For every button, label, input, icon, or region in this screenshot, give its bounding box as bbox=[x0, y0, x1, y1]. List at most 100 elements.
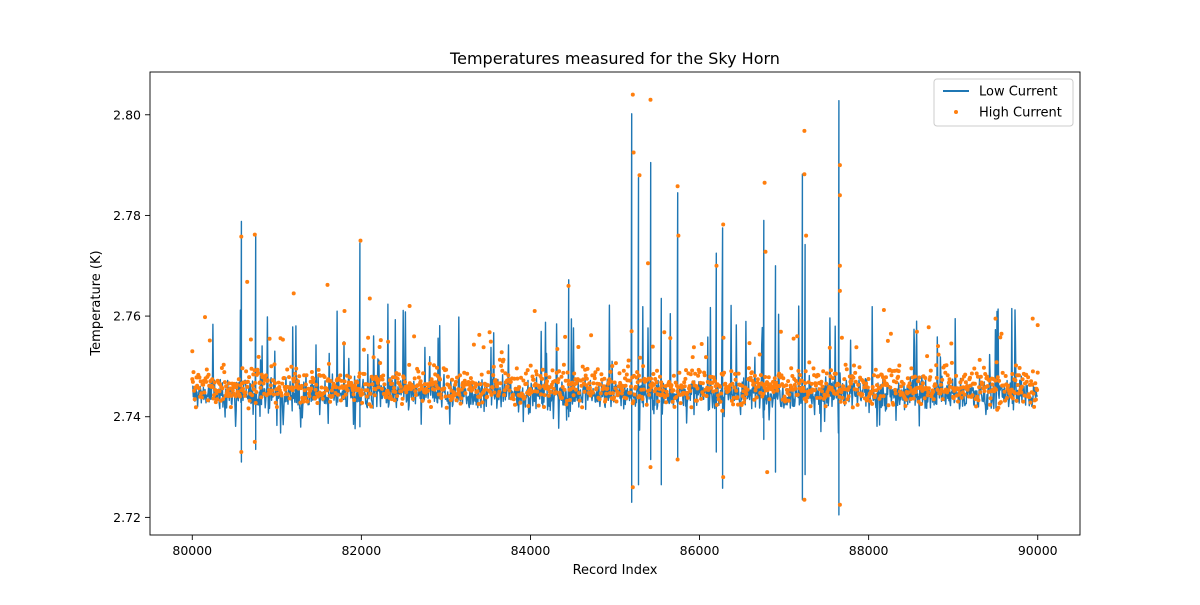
high-current-point bbox=[790, 374, 795, 378]
high-current-point bbox=[276, 380, 281, 385]
high-current-point bbox=[540, 376, 545, 381]
high-current-point bbox=[427, 399, 432, 404]
high-current-point bbox=[820, 384, 825, 389]
high-current-point bbox=[252, 368, 257, 373]
high-current-point bbox=[697, 369, 702, 374]
high-current-point bbox=[786, 398, 791, 403]
high-current-point bbox=[506, 373, 511, 378]
high-current-point bbox=[399, 389, 404, 394]
high-current-point bbox=[471, 342, 476, 347]
high-current-point bbox=[820, 389, 824, 394]
high-current-point bbox=[447, 385, 452, 390]
high-current-point bbox=[969, 371, 974, 376]
high-current-point bbox=[1027, 395, 1032, 400]
high-current-point bbox=[535, 389, 540, 394]
high-current-point bbox=[857, 365, 862, 370]
high-current-point bbox=[806, 380, 811, 385]
high-current-point bbox=[478, 382, 483, 387]
high-current-point bbox=[683, 376, 688, 381]
high-current-point bbox=[655, 368, 659, 373]
high-current-point bbox=[849, 381, 853, 386]
high-current-point bbox=[235, 382, 239, 387]
high-current-point bbox=[268, 391, 273, 396]
high-current-point bbox=[468, 376, 473, 381]
high-current-point bbox=[480, 400, 485, 405]
high-current-outlier-point bbox=[881, 308, 886, 312]
high-current-point bbox=[1035, 370, 1040, 375]
high-current-point bbox=[968, 375, 972, 380]
series-layer bbox=[190, 92, 1040, 516]
high-current-point bbox=[701, 392, 706, 397]
high-current-point bbox=[796, 368, 801, 373]
high-current-point bbox=[893, 387, 898, 392]
high-current-point bbox=[823, 395, 827, 400]
high-current-point bbox=[243, 390, 248, 395]
high-current-point bbox=[800, 378, 804, 383]
high-current-outlier-point bbox=[763, 249, 768, 254]
high-current-point bbox=[491, 373, 496, 378]
high-current-point bbox=[511, 392, 516, 397]
high-current-point bbox=[377, 378, 381, 383]
high-current-point bbox=[395, 376, 400, 381]
high-current-point bbox=[704, 394, 709, 398]
high-current-point bbox=[598, 391, 603, 396]
high-current-point bbox=[808, 404, 813, 409]
high-current-point bbox=[560, 395, 565, 400]
high-current-point bbox=[443, 394, 448, 399]
high-current-point bbox=[261, 381, 266, 386]
high-current-point bbox=[988, 396, 993, 401]
high-current-point bbox=[727, 387, 732, 392]
high-current-point bbox=[888, 385, 893, 390]
high-current-point bbox=[723, 381, 728, 386]
high-current-point bbox=[671, 373, 676, 378]
high-current-point bbox=[982, 389, 987, 393]
high-current-point bbox=[833, 371, 838, 376]
high-current-point bbox=[884, 375, 888, 380]
high-current-point bbox=[664, 400, 669, 405]
high-current-point bbox=[735, 395, 740, 400]
high-current-point bbox=[627, 378, 632, 383]
high-current-point bbox=[253, 380, 258, 385]
high-current-outlier-point bbox=[926, 325, 931, 330]
high-current-outlier-point bbox=[252, 232, 257, 237]
high-current-point bbox=[529, 389, 534, 394]
high-current-outlier-point bbox=[648, 97, 653, 102]
high-current-point bbox=[250, 383, 255, 388]
high-current-point bbox=[691, 380, 696, 385]
high-current-point bbox=[997, 378, 1002, 383]
high-current-point bbox=[840, 395, 845, 400]
high-current-point bbox=[778, 329, 783, 334]
high-current-point bbox=[488, 389, 493, 394]
x-tick-label: 84000 bbox=[511, 543, 551, 558]
high-current-point bbox=[444, 367, 449, 372]
y-axis: 2.72 2.74 2.76 2.78 2.80 bbox=[113, 107, 150, 525]
high-current-point bbox=[380, 377, 385, 382]
high-current-point bbox=[990, 382, 995, 387]
high-current-point bbox=[1030, 369, 1035, 374]
high-current-point bbox=[689, 405, 694, 410]
high-current-point bbox=[842, 377, 847, 382]
high-current-outlier-point bbox=[802, 497, 807, 502]
high-current-point bbox=[669, 383, 674, 388]
high-current-point bbox=[742, 396, 747, 401]
high-current-point bbox=[913, 374, 917, 379]
high-current-point bbox=[907, 381, 912, 386]
high-current-point bbox=[1026, 375, 1031, 380]
high-current-point bbox=[274, 405, 279, 409]
high-current-point bbox=[378, 338, 383, 343]
high-current-point bbox=[485, 383, 490, 388]
x-tick-label: 82000 bbox=[341, 543, 381, 558]
high-current-point bbox=[551, 386, 556, 391]
high-current-point bbox=[920, 381, 925, 386]
high-current-point bbox=[946, 388, 951, 393]
high-current-point bbox=[988, 402, 992, 407]
y-tick-label: 2.76 bbox=[113, 309, 141, 324]
high-current-point bbox=[998, 335, 1003, 340]
high-current-point bbox=[246, 406, 251, 411]
high-current-point bbox=[413, 389, 418, 394]
high-current-point bbox=[251, 387, 256, 392]
high-current-point bbox=[403, 380, 407, 384]
high-current-point bbox=[289, 364, 294, 369]
high-current-point bbox=[751, 381, 756, 386]
high-current-point bbox=[752, 373, 757, 378]
